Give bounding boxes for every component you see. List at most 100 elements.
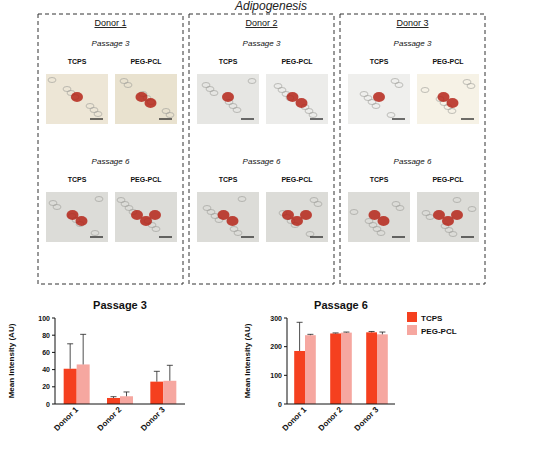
cell-outline [421,88,429,93]
x-axis [55,404,185,405]
micrograph [115,192,177,242]
figure: AdipogenesisDonor 1Passage 3TCPSPEG-PCLP… [0,0,543,451]
bar [77,364,90,404]
cell-outline [422,211,430,216]
error-stem [299,322,300,351]
cell-outline [468,207,476,212]
lipid-stain [222,92,234,102]
bar-chart: Passage 3Mean Intensity (AU)020406080100… [7,299,185,433]
substrate-label: PEG-PCL [432,58,464,65]
micrograph [348,192,410,242]
y-axis-title: Mean Intensity (AU) [243,323,252,398]
x-tick-label: Donor 3 [139,405,167,433]
donor-panel: Donor 3Passage 3TCPSPEG-PCLPassage 6TCPS… [340,14,485,284]
scale-bar [392,236,405,237]
cell-outline [120,79,128,84]
error-cap [80,334,86,335]
error-cap [307,334,313,335]
cell-outline [162,109,170,114]
cell-outline [453,198,461,203]
cell-outline [91,231,99,236]
error-bar [67,344,73,369]
error-bar [80,334,86,364]
substrate-label: TCPS [370,176,389,183]
chart-title: Passage 3 [93,299,147,311]
error-stem [126,392,127,396]
panel-frame [38,14,183,284]
marks [64,334,177,404]
scale-bar [310,236,323,237]
bar [294,351,305,404]
micrograph [46,192,108,242]
chart-title: Passage 6 [314,299,368,311]
bar [377,334,388,404]
substrate-label: PEG-PCL [281,176,313,183]
donor-title: Donor 2 [245,18,277,28]
cell-outline [202,83,210,88]
scale-bar [159,236,172,237]
cell-outline [392,202,400,207]
cell-outline [391,79,399,84]
y-axis [287,318,288,404]
error-cap [111,396,117,397]
error-bar [369,331,375,333]
error-bar [297,322,303,351]
donor-panel: Donor 1Passage 3TCPSPEG-PCLPassage 6TCPS… [38,14,183,284]
error-bar [111,397,117,398]
error-cap [124,391,130,392]
lipid-stain [296,98,308,108]
micrograph [115,74,177,124]
lipid-stain [451,210,463,220]
passage-label: Passage 3 [92,39,130,48]
cell-outline [350,210,358,215]
donor-title: Donor 1 [94,18,126,28]
micrograph [266,74,328,124]
x-tick-label: Donor 2 [96,405,124,433]
bar [150,382,163,404]
legend-swatch [407,312,417,322]
cell-outline [248,79,256,84]
error-cap [297,322,303,323]
substrate-label: PEG-PCL [130,58,162,65]
error-bar [333,332,339,334]
substrate-label: PEG-PCL [130,176,162,183]
passage-label: Passage 3 [394,39,432,48]
marks [294,322,388,404]
donor-panel: Donor 2Passage 3TCPSPEG-PCLPassage 6TCPS… [189,14,334,284]
y-tick-label: 300 [270,315,282,322]
micrograph [417,192,479,242]
y-tick-label: 100 [270,372,282,379]
error-bar [124,392,130,396]
cell-outline [387,113,395,118]
micrograph [46,74,108,124]
error-bar [307,334,313,336]
substrate-label: TCPS [68,176,87,183]
error-stem [156,371,157,381]
x-tick-label: Donor 3 [353,405,381,433]
error-stem [169,365,170,380]
error-cap [154,371,160,372]
y-tick-label: 40 [42,366,50,373]
scale-bar [461,236,474,237]
panel-frame [340,14,485,284]
error-cap [369,331,375,332]
bar [341,333,352,404]
substrate-label: TCPS [370,58,389,65]
cell-outline [48,78,56,83]
bar-chart: Passage 6Mean Intensity (AU)0100200300Do… [243,299,457,433]
error-bar [167,365,173,380]
micrograph [266,192,328,242]
lipid-stain [300,210,312,220]
panel-frame [189,14,334,284]
lipid-stain [373,92,385,102]
error-cap [67,343,73,344]
lipid-stain [145,98,157,108]
scale-bar [310,118,323,119]
error-bar [379,332,385,334]
passage-label: Passage 6 [394,157,432,166]
y-tick-label: 80 [42,332,50,339]
passage-label: Passage 6 [92,157,130,166]
bar [64,369,77,404]
lipid-stain [76,216,88,226]
scale-bar [159,118,172,119]
